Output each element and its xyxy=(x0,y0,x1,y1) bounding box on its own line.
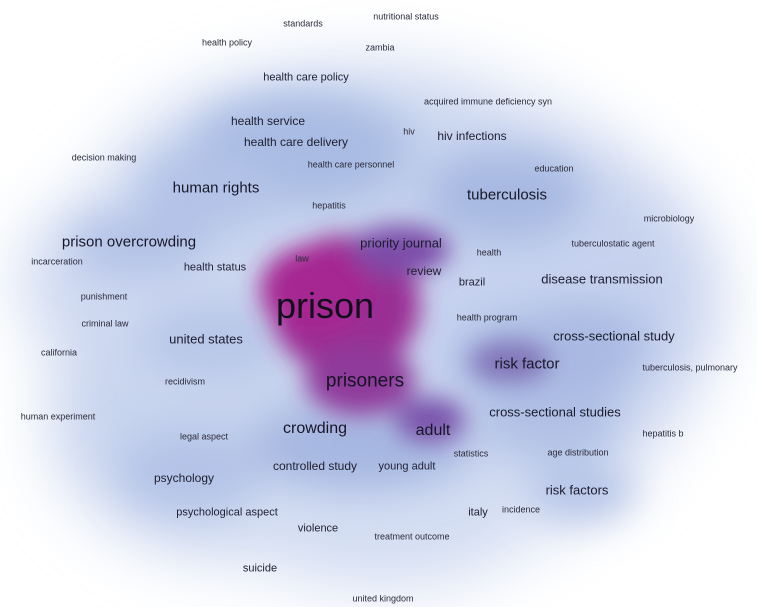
term-health-program[interactable]: health program xyxy=(456,312,518,323)
density-core xyxy=(260,225,550,442)
term-health[interactable]: health xyxy=(476,247,502,258)
term-health-service[interactable]: health service xyxy=(230,114,306,128)
term-hepatitis[interactable]: hepatitis xyxy=(312,200,346,211)
term-statistics[interactable]: statistics xyxy=(453,448,489,459)
term-punishment[interactable]: punishment xyxy=(80,291,128,302)
term-hiv-infections[interactable]: hiv infections xyxy=(437,129,507,143)
term-law[interactable]: law xyxy=(295,253,309,264)
term-health-care-personnel[interactable]: health care personnel xyxy=(307,159,395,170)
term-human-rights[interactable]: human rights xyxy=(172,179,260,197)
term-controlled-study[interactable]: controlled study xyxy=(272,459,358,473)
term-priority-journal[interactable]: priority journal xyxy=(360,235,442,251)
term-health-status[interactable]: health status xyxy=(183,261,247,274)
term-incarceration[interactable]: incarceration xyxy=(31,256,83,267)
term-disease-transmission[interactable]: disease transmission xyxy=(541,271,663,287)
term-crowding[interactable]: crowding xyxy=(282,420,348,437)
term-prison-overcrowding[interactable]: prison overcrowding xyxy=(61,233,197,251)
term-suicide[interactable]: suicide xyxy=(242,562,278,575)
term-health-policy[interactable]: health policy xyxy=(201,37,253,48)
term-adult[interactable]: adult xyxy=(415,422,451,439)
term-review[interactable]: review xyxy=(406,264,442,278)
term-microbiology[interactable]: microbiology xyxy=(643,213,695,224)
term-united-states[interactable]: united states xyxy=(169,331,243,347)
term-hepatitis-b[interactable]: hepatitis b xyxy=(642,428,684,439)
term-psychology[interactable]: psychology xyxy=(153,471,215,485)
term-california[interactable]: california xyxy=(40,347,78,358)
term-human-experiment[interactable]: human experiment xyxy=(20,411,96,422)
term-risk-factors[interactable]: risk factors xyxy=(545,482,609,498)
term-young-adult[interactable]: young adult xyxy=(378,460,436,473)
term-tuberculosis-pulmonary[interactable]: tuberculosis, pulmonary xyxy=(642,362,738,373)
term-health-care-policy[interactable]: health care policy xyxy=(263,71,349,84)
term-risk-factor[interactable]: risk factor xyxy=(494,355,560,373)
term-standards[interactable]: standards xyxy=(283,18,323,29)
term-united-kingdom[interactable]: united kingdom xyxy=(352,593,414,604)
term-age-distribution[interactable]: age distribution xyxy=(547,447,609,458)
term-italy[interactable]: italy xyxy=(468,506,488,519)
term-prison[interactable]: prison xyxy=(275,285,375,326)
term-hiv[interactable]: hiv xyxy=(403,126,415,137)
term-health-care-delivery[interactable]: health care delivery xyxy=(243,135,349,149)
term-criminal-law[interactable]: criminal law xyxy=(81,318,129,329)
term-education[interactable]: education xyxy=(534,163,574,174)
term-acquired-immune-deficiency[interactable]: acquired immune deficiency syn xyxy=(423,96,553,107)
term-recidivism[interactable]: recidivism xyxy=(164,376,206,387)
term-cross-sectional-study[interactable]: cross-sectional study xyxy=(553,328,675,344)
term-decision-making[interactable]: decision making xyxy=(71,152,137,163)
term-tuberculostatic-agent[interactable]: tuberculostatic agent xyxy=(571,238,655,249)
term-legal-aspect[interactable]: legal aspect xyxy=(179,431,229,442)
term-nutritional-status[interactable]: nutritional status xyxy=(373,11,439,22)
term-psychological-aspect[interactable]: psychological aspect xyxy=(176,506,278,519)
term-violence[interactable]: violence xyxy=(297,522,339,535)
term-prisoners[interactable]: prisoners xyxy=(325,370,405,392)
term-tuberculosis[interactable]: tuberculosis xyxy=(466,186,548,204)
term-incidence[interactable]: incidence xyxy=(501,504,541,515)
term-treatment-outcome[interactable]: treatment outcome xyxy=(374,531,450,542)
term-zambia[interactable]: zambia xyxy=(365,42,395,53)
density-mid xyxy=(70,95,650,520)
term-brazil[interactable]: brazil xyxy=(458,276,486,289)
term-cross-sectional-studies[interactable]: cross-sectional studies xyxy=(489,404,621,420)
